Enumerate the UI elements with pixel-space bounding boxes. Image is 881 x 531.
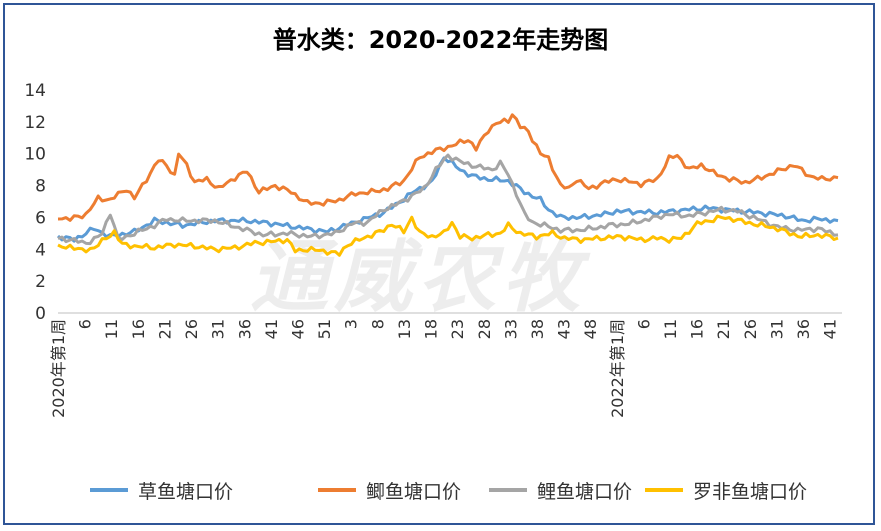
x-tick-label: 51 [315,319,334,339]
x-tick-label: 11 [102,319,121,339]
series-line-0 [56,156,839,243]
chart-title: 普水类：2020-2022年走势图 [272,26,609,54]
y-tick-label: 4 [35,240,46,260]
legend-label: 鲤鱼塘口价 [537,480,633,503]
x-tick-label: 26 [741,319,760,339]
series-line-1 [57,113,839,222]
chart-frame [3,3,875,525]
x-tick-label: 13 [395,319,414,339]
legend-item: 鲤鱼塘口价 [489,476,632,504]
legend-label: 鲫鱼塘口价 [366,480,462,503]
x-tick-label: 26 [182,319,201,339]
x-tick-label: 46 [288,319,307,339]
legend-item: 鲫鱼塘口价 [318,476,461,504]
x-tick-label: 8 [368,319,387,329]
x-tick-label: 2022年第1周 [608,319,627,418]
x-tick-label: 23 [448,319,467,339]
x-tick-label: 11 [661,319,680,339]
legend-item: 罗非鱼塘口价 [645,476,807,504]
x-tick-label: 43 [555,319,574,339]
series-line-2 [57,153,839,246]
x-tick-label: 2020年第1周 [49,319,68,418]
legend-label: 罗非鱼塘口价 [693,480,808,503]
x-tick-label: 38 [528,319,547,339]
legend: 草鱼塘口价 鲫鱼塘口价 鲤鱼塘口价 罗非鱼塘口价 [0,476,881,504]
legend-label: 草鱼塘口价 [138,480,234,503]
x-tick-label: 6 [76,319,95,329]
x-tick-label: 21 [155,319,174,339]
x-tick-label: 36 [235,319,254,339]
y-tick-label: 14 [24,81,46,101]
y-tick-label: 12 [24,113,46,133]
x-tick-label: 48 [581,319,600,339]
x-tick-label: 41 [262,319,281,339]
y-tick-label: 6 [35,208,46,228]
legend-swatch [489,488,527,492]
y-tick-label: 10 [24,145,46,165]
y-tick-label: 0 [35,304,46,324]
legend-item: 草鱼塘口价 [90,476,233,504]
x-tick-label: 16 [688,319,707,339]
x-axis: 2020年第1周 6 11 16 21 26 31 36 41 46 51 3 8 13 18 23 28 33 3… [49,312,842,418]
legend-swatch [645,488,683,492]
x-tick-label: 28 [475,319,494,339]
x-tick-label: 31 [209,319,228,339]
legend-swatch [90,488,128,492]
watermark-text: 通威农牧 [250,233,587,323]
legend-swatch [318,488,356,492]
x-tick-label: 36 [794,319,813,339]
y-axis: 0 2 4 6 8 10 12 14 [24,81,46,324]
x-tick-label: 18 [422,319,441,339]
x-tick-label: 3 [342,319,361,329]
x-tick-label: 33 [501,319,520,339]
y-tick-label: 2 [35,272,46,292]
x-tick-label: 41 [821,319,840,339]
x-tick-label: 31 [767,319,786,339]
x-tick-label: 16 [129,319,148,339]
series-layer [56,113,839,257]
series-line-3 [57,214,839,257]
x-tick-label: 21 [714,319,733,339]
x-tick-label: 6 [634,319,653,329]
y-tick-label: 8 [35,177,46,197]
